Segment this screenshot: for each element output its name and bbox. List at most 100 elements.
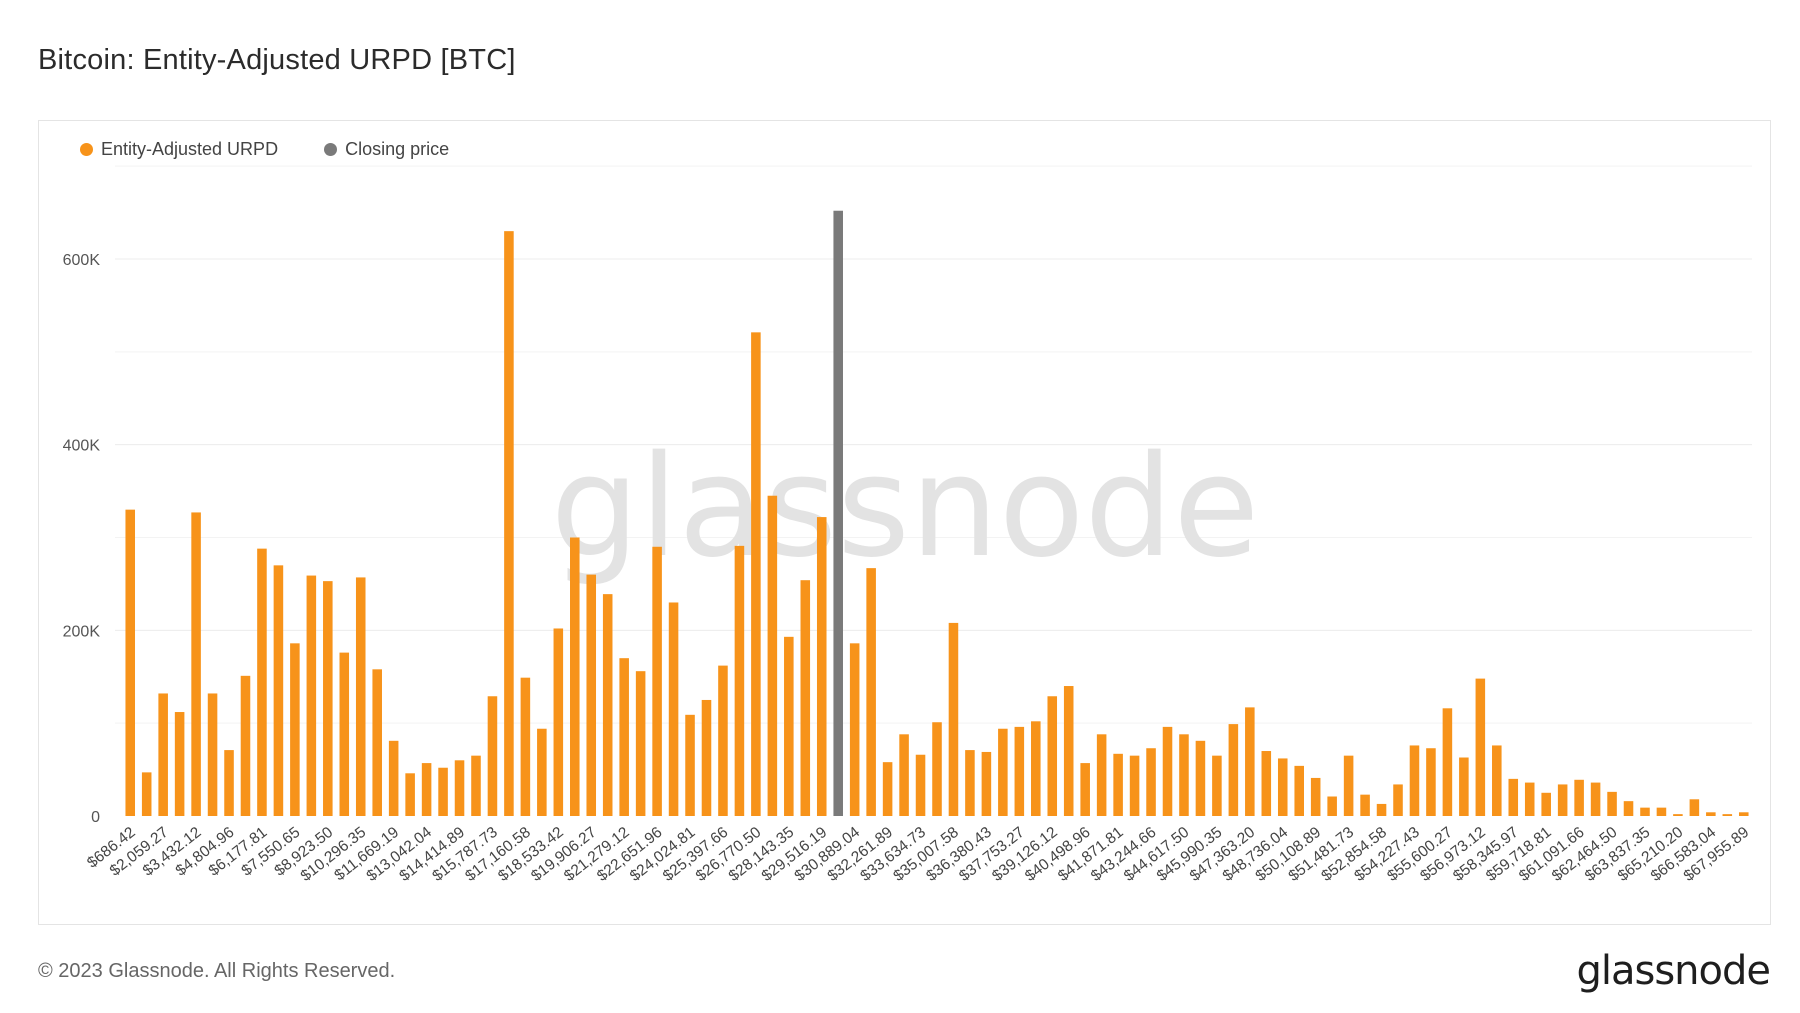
urpd-bar: $37,066.85: 94000 [998, 728, 1008, 816]
urpd-bar: $12,355.62: 46000 [405, 773, 415, 816]
urpd-bar: $7,550.65: 186000 [290, 643, 300, 816]
urpd-bar: $19,906.27: 260000 [586, 574, 597, 816]
urpd-bar: $20,592.69: 239000 [602, 594, 613, 816]
urpd-bar: $21,965.54: 156000 [635, 671, 646, 816]
urpd-bar: $30,889.04: 186000 [849, 643, 860, 816]
urpd-bar: $65,210.20: 2000 [1673, 814, 1683, 816]
urpd-bar: $4,118.54: 132000 [207, 693, 218, 816]
urpd-bar: $28,829.77: 254000 [800, 580, 811, 816]
urpd-bar: $35,694.00: 71000 [965, 750, 975, 816]
legend-dot-closing-price [324, 143, 338, 156]
urpd-bar: $28,143.35: 193000 [784, 636, 794, 816]
urpd-bar: $43,931.08: 96000 [1162, 726, 1173, 816]
urpd-bar: $2,059.27: 132000 [158, 693, 168, 816]
urpd-bar: $10,296.35: 257000 [355, 577, 366, 816]
urpd-bar: $8,923.50: 253000 [323, 581, 333, 816]
urpd-bar: $44,617.50: 88000 [1179, 734, 1189, 816]
urpd-bar: $9,609.92: 176000 [339, 652, 350, 816]
urpd-bar: $29,516.19: 322000 [816, 517, 827, 816]
urpd-bar: $54,913.85: 73000 [1426, 748, 1436, 816]
watermark: glassnode [551, 426, 1260, 589]
urpd-bar: $61,091.66: 39000 [1574, 779, 1584, 816]
urpd-bar: $16,474.15: 630000 [504, 231, 514, 816]
urpd-bar: $23,338.39: 230000 [668, 602, 679, 816]
urpd-bar: $32,261.89: 58000 [882, 762, 893, 816]
urpd-bar: $24,024.81: 109000 [685, 714, 695, 816]
urpd-bar: $686.42: 330000 [125, 509, 136, 816]
y-tick-label: 0 [91, 809, 100, 826]
urpd-bar: $13,042.04: 57000 [421, 763, 432, 816]
urpd-bar: $10,982.77: 158000 [372, 669, 382, 816]
urpd-bar: $42,558.23: 65000 [1129, 755, 1140, 816]
urpd-bar: $25,397.66: 162000 [718, 665, 728, 816]
urpd-bar: $43,244.66: 73000 [1146, 748, 1156, 816]
urpd-bar: $47,363.20: 117000 [1245, 707, 1255, 816]
urpd-bar: $59,718.81: 25000 [1541, 792, 1551, 816]
urpd-bar: $46,676.77: 99000 [1228, 724, 1239, 817]
urpd-bar: $53,541.00: 34000 [1393, 784, 1403, 816]
urpd-bar: $59,032.39: 36000 [1524, 782, 1535, 816]
urpd-bar: $17,160.58: 149000 [520, 677, 531, 816]
urpd-bar: $39,812.54: 140000 [1063, 686, 1074, 816]
urpd-bar: $36,380.43: 69000 [981, 751, 992, 816]
y-tick-label: 600K [63, 252, 101, 269]
urpd-bar: $63,837.35: 9000 [1640, 807, 1650, 816]
urpd-bar: $40,498.96: 57000 [1080, 763, 1090, 816]
urpd-bar: $64,523.77: 9000 [1656, 807, 1667, 816]
y-tick-label: 200K [63, 623, 101, 640]
urpd-bar: $17,847.00: 94000 [537, 728, 547, 816]
urpd-bar: $48,736.04: 62000 [1277, 758, 1288, 816]
urpd-bar: $65,896.62: 18000 [1689, 799, 1700, 816]
legend-item-urpd[interactable]: Entity-Adjusted URPD [80, 139, 278, 160]
copyright-text: © 2023 Glassnode. All Rights Reserved. [38, 960, 396, 982]
urpd-bar: $5,491.39: 151000 [240, 675, 251, 816]
urpd-bar: $2,745.70: 112000 [174, 712, 185, 816]
chart-legend: Entity-Adjusted URPD Closing price [80, 139, 449, 160]
urpd-bar: $18,533.42: 202000 [553, 628, 564, 816]
urpd-bar-chart: glassnode 0 200K 400K 600K $686.42: 330000 $1,… [63, 165, 1752, 885]
page-title: Bitcoin: Entity-Adjusted URPD [BTC] [38, 44, 516, 76]
urpd-bar: $52,854.58: 13000 [1376, 803, 1387, 816]
urpd-bar: $11,669.19: 81000 [388, 740, 399, 816]
urpd-bar: $1,372.85: 47000 [141, 772, 152, 816]
urpd-bar: $60,405.23: 34000 [1557, 784, 1568, 816]
urpd-bar: $21,279.12: 170000 [619, 658, 629, 816]
urpd-bar: $39,126.12: 129000 [1047, 696, 1058, 816]
urpd-bar: $24,711.23: 125000 [701, 699, 712, 816]
urpd-bar: $57,659.54: 76000 [1492, 745, 1502, 816]
closing-price-bar: $30,202.62: 652000 [833, 210, 843, 817]
urpd-bar: $56,286.70: 63000 [1459, 757, 1469, 816]
urpd-bar: $56,973.12: 148000 [1475, 678, 1486, 816]
urpd-bar: $37,753.27: 96000 [1014, 726, 1025, 816]
urpd-bar: $61,778.08: 36000 [1590, 782, 1601, 816]
urpd-bar: $19,219.85: 300000 [570, 537, 580, 816]
urpd-bar: $63,150.93: 16000 [1623, 801, 1634, 816]
urpd-bar: $26,770.50: 521000 [751, 332, 761, 816]
urpd-bar: $41,871.81: 67000 [1113, 753, 1123, 816]
glassnode-logo: glassnode [1576, 948, 1771, 994]
urpd-bar: $58,345.97: 40000 [1508, 778, 1519, 816]
urpd-bar: $3,432.12: 327000 [191, 512, 201, 816]
urpd-bar: $45,990.35: 65000 [1212, 755, 1222, 816]
urpd-bar: $14,414.89: 60000 [454, 760, 465, 816]
urpd-bar: $26,084.08: 291000 [734, 545, 745, 816]
legend-item-closing-price[interactable]: Closing price [324, 139, 449, 160]
urpd-bar: $6,177.81: 288000 [257, 548, 267, 816]
urpd-bar: $50,108.89: 41000 [1310, 777, 1321, 816]
urpd-bar: $50,795.31: 21000 [1327, 796, 1337, 816]
urpd-bar: $67,269.47: 2000 [1722, 814, 1733, 816]
urpd-bar: $67,955.89: 4000 [1738, 812, 1749, 816]
urpd-bar: $51,481.73: 65000 [1343, 755, 1354, 816]
legend-dot-urpd [80, 143, 93, 156]
urpd-bar: $33,634.73: 66000 [915, 754, 926, 816]
urpd-bar: $62,464.50: 26000 [1607, 791, 1617, 816]
y-tick-label: 400K [63, 438, 101, 455]
urpd-bar: $52,168.16: 23000 [1360, 794, 1370, 816]
urpd-bar: $38,439.69: 102000 [1031, 721, 1041, 816]
urpd-bar: $8,237.08: 259000 [306, 575, 317, 816]
urpd-bar: $32,948.31: 88000 [899, 734, 909, 816]
urpd-bar: $13,728.46: 52000 [438, 767, 448, 816]
legend-label-urpd: Entity-Adjusted URPD [101, 139, 279, 159]
urpd-bar: $4,804.96: 71000 [224, 750, 234, 816]
urpd-bar: $54,227.43: 76000 [1409, 745, 1420, 816]
